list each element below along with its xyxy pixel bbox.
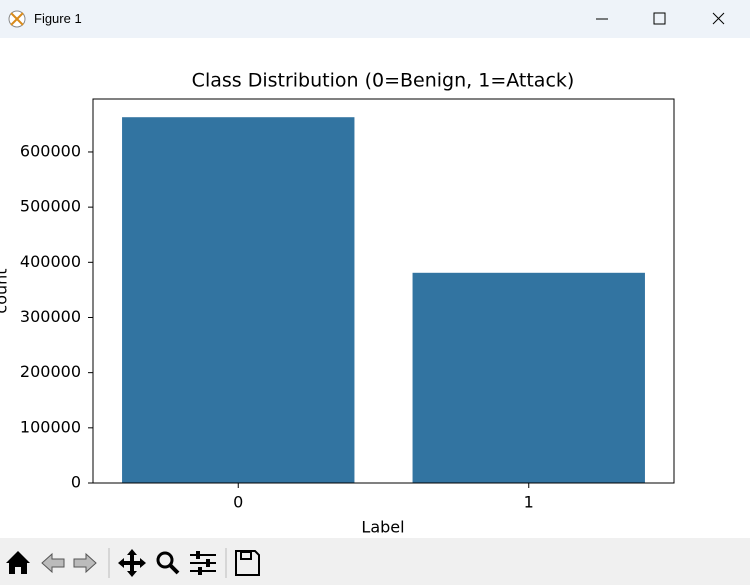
y-tick-label: 400000 [20,252,81,271]
forward-button[interactable] [73,552,97,574]
slider-knob [206,559,210,567]
x-axis-label: Label [361,518,404,537]
home-button[interactable] [6,551,30,574]
x-tick-label: 1 [524,493,534,512]
bar [412,272,645,483]
bar [122,117,355,483]
slider-knob [198,567,202,575]
y-tick-label: 500000 [20,197,81,216]
pan-button[interactable] [118,549,146,577]
y-tick-label: 300000 [20,307,81,326]
x-tick-label: 0 [233,493,243,512]
slider-knob [196,551,200,559]
close-button[interactable] [712,12,725,25]
zoom-handle [168,563,180,575]
window-title: Figure 1 [34,11,82,26]
title-bar-icons [8,10,725,28]
toolbar-icons [6,548,260,578]
configure-button[interactable] [190,554,216,572]
zoom-button[interactable] [156,551,174,569]
app-icon-mark [10,12,24,26]
y-tick-label: 600000 [20,141,81,160]
chart-title: Class Distribution (0=Benign, 1=Attack) [192,70,575,92]
y-tick-label: 200000 [20,362,81,381]
title-bar: Figure 1 [0,0,750,38]
y-tick-label: 100000 [20,417,81,436]
toolbar [0,538,750,585]
y-tick-label: 0 [71,473,81,492]
maximize-button[interactable] [653,12,666,25]
y-axis-label: count [0,268,11,313]
save-button[interactable] [235,550,260,576]
chart: Class Distribution (0=Benign, 1=Attack) … [0,70,675,537]
back-button[interactable] [41,552,65,574]
save-icon-part [240,551,252,560]
plot-frame [92,98,675,484]
